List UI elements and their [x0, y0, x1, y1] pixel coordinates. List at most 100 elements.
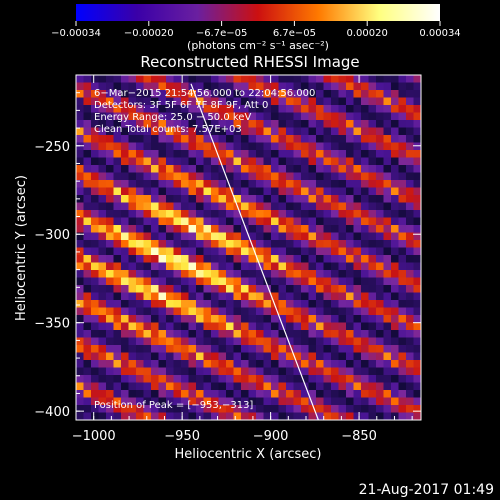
heatmap-cell	[248, 172, 257, 181]
heatmap-cell	[91, 360, 99, 368]
heatmap-cell	[151, 285, 159, 293]
heatmap-cell	[271, 307, 279, 316]
heatmap-cell	[128, 345, 137, 353]
heatmap-cell	[173, 225, 182, 233]
heatmap-cell	[248, 360, 257, 368]
heatmap-cell	[218, 97, 227, 106]
heatmap-cell	[413, 262, 421, 271]
heatmap-cell	[331, 247, 339, 256]
heatmap-cell	[218, 397, 227, 406]
heatmap-cell	[383, 315, 392, 323]
heatmap-cell	[316, 187, 324, 196]
heatmap-cell	[121, 270, 129, 278]
heatmap-cell	[241, 90, 249, 98]
heatmap-cell	[218, 337, 227, 346]
heatmap-cell	[91, 157, 99, 166]
heatmap-cell	[406, 97, 414, 106]
heatmap-cell	[226, 150, 234, 158]
heatmap-cell	[151, 247, 159, 256]
heatmap-cell	[173, 112, 182, 121]
heatmap-cell	[383, 142, 392, 151]
heatmap-cell	[188, 195, 197, 203]
heatmap-cell	[143, 97, 152, 106]
heatmap-cell	[143, 405, 152, 413]
heatmap-cell	[98, 150, 107, 158]
heatmap-cell	[271, 315, 279, 323]
heatmap-cell	[383, 360, 392, 368]
heatmap-cell	[196, 150, 204, 158]
heatmap-cell	[173, 375, 182, 383]
heatmap-cell	[383, 127, 392, 136]
heatmap-cell	[413, 90, 421, 98]
heatmap-cell	[166, 247, 174, 256]
heatmap-cell	[301, 382, 309, 391]
heatmap-cell	[136, 270, 144, 278]
heatmap-cell	[106, 97, 114, 106]
heatmap-cell	[203, 232, 212, 241]
heatmap-cell	[368, 240, 377, 248]
heatmap-cell	[376, 202, 384, 211]
heatmap-cell	[226, 247, 234, 256]
heatmap-cell	[271, 352, 279, 361]
heatmap-cell	[106, 187, 114, 196]
heatmap-cell	[98, 292, 107, 301]
heatmap-cell	[106, 202, 114, 211]
heatmap-cell	[346, 285, 354, 293]
heatmap-cell	[91, 120, 99, 128]
heatmap-cell	[76, 165, 84, 173]
heatmap-cell	[98, 405, 107, 413]
heatmap-cell	[181, 225, 189, 233]
heatmap-cell	[263, 255, 272, 263]
heatmap-cell	[218, 412, 227, 420]
heatmap-cell	[383, 82, 392, 91]
heatmap-cell	[173, 120, 182, 128]
heatmap-cell	[256, 255, 264, 263]
heatmap-cell	[263, 120, 272, 128]
heatmap-cell	[136, 322, 144, 331]
heatmap-cell	[226, 405, 234, 413]
heatmap-cell	[413, 360, 421, 368]
heatmap-cell	[106, 330, 114, 338]
heatmap-cell	[98, 315, 107, 323]
heatmap-cell	[121, 315, 129, 323]
heatmap-cell	[113, 375, 122, 383]
heatmap-cell	[143, 360, 152, 368]
heatmap-cell	[98, 277, 107, 286]
heatmap-cell	[278, 142, 287, 151]
heatmap-cell	[121, 360, 129, 368]
heatmap-cell	[181, 330, 189, 338]
heatmap-cell	[113, 120, 122, 128]
heatmap-cell	[158, 375, 167, 383]
heatmap-cell	[413, 345, 421, 353]
heatmap-cell	[76, 307, 84, 316]
heatmap-cell	[293, 382, 302, 391]
heatmap-cell	[248, 270, 257, 278]
heatmap-cell	[241, 240, 249, 248]
heatmap-cell	[233, 412, 242, 420]
heatmap-cell	[331, 285, 339, 293]
heatmap-cell	[188, 262, 197, 271]
heatmap-cell	[173, 105, 182, 113]
heatmap-cell	[136, 112, 144, 121]
heatmap-cell	[211, 255, 219, 263]
x-tick-label: −950	[164, 429, 200, 444]
heatmap-cell	[241, 217, 249, 226]
heatmap-cell	[398, 187, 407, 196]
heatmap-cell	[218, 187, 227, 196]
heatmap-cell	[376, 180, 384, 188]
heatmap-cell	[271, 210, 279, 218]
heatmap-cell	[331, 157, 339, 166]
heatmap-cell	[151, 375, 159, 383]
heatmap-cell	[203, 172, 212, 181]
heatmap-cell	[271, 255, 279, 263]
heatmap-cell	[391, 120, 399, 128]
heatmap-cell	[368, 127, 377, 136]
heatmap-cells	[76, 75, 421, 420]
heatmap-cell	[158, 217, 167, 226]
heatmap-cell	[368, 405, 377, 413]
heatmap-cell	[286, 367, 294, 376]
heatmap-cell	[106, 315, 114, 323]
heatmap-cell	[136, 405, 144, 413]
heatmap-cell	[293, 390, 302, 398]
heatmap-cell	[293, 157, 302, 166]
